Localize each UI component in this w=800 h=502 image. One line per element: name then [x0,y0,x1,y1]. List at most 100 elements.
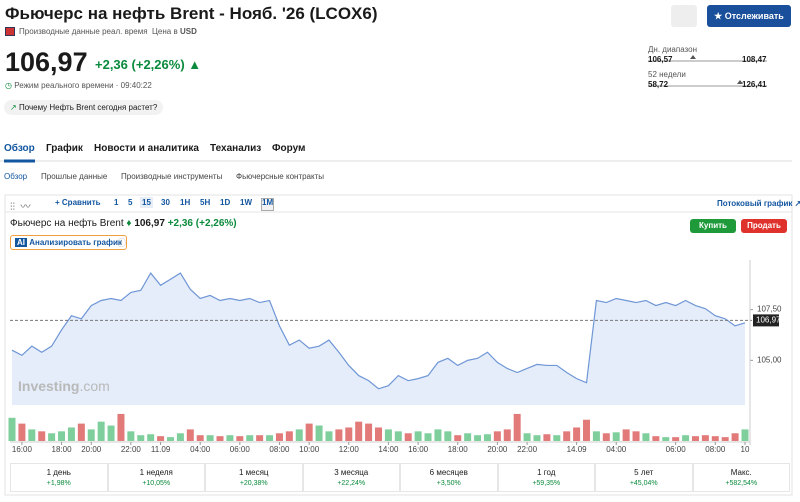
volume-bar [513,413,521,441]
x-tick-label: 16:00 [12,445,33,454]
interval[interactable]: 1D [220,198,231,207]
period-cell[interactable] [10,463,108,492]
chart-type-icons[interactable]: ⫶⫶ 〰 [10,202,31,213]
period-cell[interactable] [595,463,693,492]
period-label: 3 месяца [334,468,369,477]
x-tick-label: 14.09 [567,445,588,454]
volume-bar [157,436,165,441]
interval[interactable]: 5 [128,198,133,207]
last-price-box [753,314,779,327]
volume-bar [345,427,353,441]
x-tick-label: 04:00 [190,445,211,454]
volume-bar [434,429,442,441]
time-label: ◷ Режим реального времени · 09:40:22 [5,81,152,90]
volume-bar [632,431,640,441]
analyze-text: Анализировать график [29,238,122,247]
range-high: 126,41 [742,80,767,89]
x-tick-label: 16:00 [408,445,429,454]
compare-button[interactable]: + Сравнить [55,198,101,207]
period-change: +1,98% [46,480,71,487]
sell-button[interactable]: Продать [741,219,787,233]
tab[interactable]: Теханализ [210,143,262,154]
volume-bar [355,421,363,441]
volume-bar [731,433,739,441]
period-change: +3,50% [436,480,461,487]
question: Почему Нефть Brent сегодня растет? [18,103,158,112]
follow-button[interactable]: ★ Отслеживать [707,5,791,27]
time-text: Режим реального времени · 09:40:22 [14,81,152,90]
question-chip[interactable]: ↗ Почему Нефть Brent сегодня растет? [4,100,164,115]
volume-bar [642,433,650,441]
volume-bar [315,425,323,441]
ai-icon: AI [15,238,27,247]
interval[interactable]: 30 [161,198,170,207]
volume-bar [8,417,16,441]
period-cell[interactable] [692,463,790,492]
period-cell[interactable] [400,463,498,492]
range-label: 52 недели [648,70,686,79]
x-tick-label: 18:00 [448,445,469,454]
volume-bar [711,436,719,441]
volume-bar [275,433,283,441]
volume-bar [602,433,610,441]
x-tick-label: 22:00 [121,445,142,454]
tab[interactable]: Новости и аналитика [94,143,199,154]
interval[interactable]: 1M [262,198,274,207]
volume-bar [543,434,551,441]
subtab[interactable]: Прошлые данные [41,172,108,181]
volume-bar [592,431,600,441]
volume-bar [414,431,422,441]
buy-button[interactable]: Купить [690,219,736,233]
volume-bar [67,427,75,441]
period-change: +10,05% [142,480,171,487]
period-cell[interactable] [497,463,595,492]
analyze-button[interactable]: AI Анализировать график [10,235,127,250]
interval[interactable]: 1W [240,198,252,207]
price-area [12,273,745,405]
chart-frame [4,194,793,496]
range-high: 108,47 [742,55,767,64]
interval[interactable]: 15 [140,197,153,208]
period-cell[interactable] [205,463,303,492]
tab[interactable]: Форум [272,143,306,154]
volume-bar [444,431,452,441]
volume-bar [384,429,392,441]
period-cell[interactable] [107,463,205,492]
y-tick-label: 105,00 [757,355,782,364]
alert-button[interactable] [671,5,697,27]
interval[interactable]: 1 [114,198,119,207]
price-line [11,272,746,390]
x-tick-label: 20:00 [487,445,508,454]
trend-icon: ↗ [10,103,17,112]
volume-bar [394,431,402,441]
x-tick-label: 04:00 [606,445,627,454]
follow-text: Отслеживать [724,11,784,21]
currency-label: Цена в USD [152,27,197,36]
x-tick-label: 10 [741,445,750,454]
tab[interactable]: Обзор [4,143,35,154]
settings-icon[interactable] [261,198,274,211]
x-tick-label: 08:00 [705,445,726,454]
x-tick-label: 08:00 [269,445,290,454]
volume-bar [117,413,125,441]
period-change: +45,04% [629,480,658,487]
volume-bar [672,437,680,441]
volume-bar [365,423,373,441]
tab[interactable]: График [46,143,83,154]
volume-bar [721,437,729,441]
price-change: +2,36 (+2,26%) ▲ [95,57,202,72]
watermark: Investing.com [18,378,110,394]
period-change: +22,24% [337,480,366,487]
stream-text: Потоковый график [717,199,793,208]
volume-bar [127,431,135,441]
volume-bar [186,429,194,441]
period-cell[interactable] [302,463,400,492]
subtab[interactable]: Производные инструменты [121,172,223,181]
stream-link[interactable]: Потоковый график ↗ [717,199,800,208]
flag-icon [5,27,15,36]
interval[interactable]: 5H [200,198,211,207]
subtab[interactable]: Обзор [4,172,28,181]
interval[interactable]: 1H [180,198,191,207]
subtab[interactable]: Фьючерсные контракты [236,172,325,181]
x-tick-label: 18:00 [52,445,73,454]
